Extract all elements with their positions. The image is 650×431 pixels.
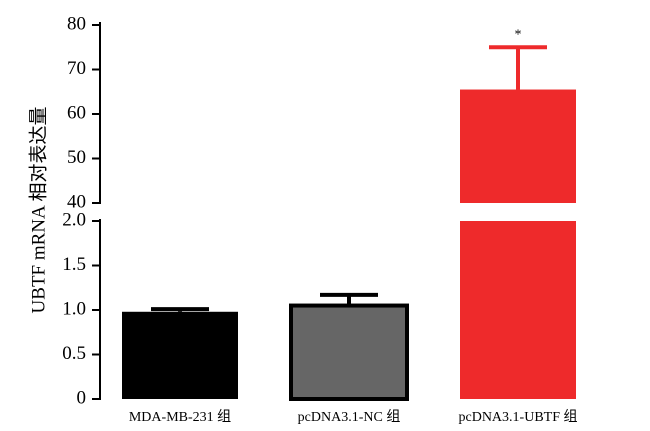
x-tick-label: pcDNA3.1-NC 组 (298, 409, 401, 425)
y-tick-label: 70 (67, 58, 86, 79)
y-tick-label: 2.0 (62, 209, 86, 230)
bar-upper (460, 89, 576, 203)
annotation: * (515, 27, 522, 42)
bar (289, 303, 409, 401)
y-tick-label: 40 (67, 191, 86, 212)
x-tick-label: MDA-MB-231 组 (129, 409, 231, 425)
y-tick-label: 0.5 (62, 343, 86, 364)
bar (122, 311, 238, 399)
y-tick-label: 0 (77, 387, 87, 408)
y-tick-label: 1.5 (62, 254, 86, 275)
bar-lower (460, 221, 576, 399)
y-tick-label: 80 (67, 13, 86, 34)
x-tick-label: pcDNA3.1-UBTF 组 (459, 409, 578, 425)
y-axis-label: UBTF mRNA 相对表达量 (27, 107, 49, 314)
y-tick-label: 1.0 (62, 298, 86, 319)
y-tick-label: 50 (67, 147, 86, 168)
y-tick-label: 60 (67, 102, 86, 123)
